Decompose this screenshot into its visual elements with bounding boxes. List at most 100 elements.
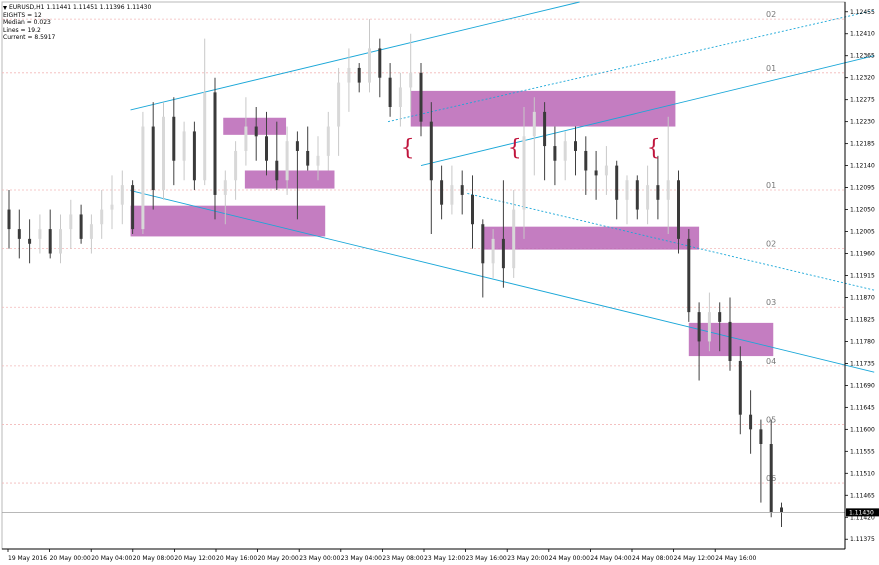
candle-body: [481, 224, 485, 264]
dropdown-triangle-icon[interactable]: [3, 5, 7, 10]
candle-body: [563, 141, 567, 161]
candle-body: [203, 92, 207, 181]
brace-marker: {: [508, 136, 522, 161]
candle-body: [213, 92, 217, 195]
candle-body: [666, 180, 670, 200]
candle-body: [182, 131, 186, 161]
candle-body: [306, 150, 310, 166]
x-tick-label: 20 May 04:00: [91, 555, 132, 562]
level-label: 01: [766, 64, 776, 73]
candle-body: [594, 170, 598, 176]
y-tick-label: 1.11600: [850, 426, 875, 433]
x-tick-label: 24 May 08:00: [632, 555, 673, 562]
trend-line[interactable]: [420, 55, 875, 167]
zone-box[interactable]: [482, 226, 700, 250]
candle-body: [141, 126, 145, 230]
candle-body: [646, 185, 650, 210]
candle-body: [491, 238, 495, 264]
x-tick-label: 23 May 12:00: [424, 555, 465, 562]
candle-body: [749, 414, 753, 430]
y-tick-label: 1.12140: [850, 163, 875, 170]
y-tick-label: 1.11375: [850, 536, 875, 543]
candle-body: [378, 48, 382, 78]
candle-body: [543, 111, 547, 147]
y-tick-label: 1.12365: [850, 53, 875, 60]
zone-box[interactable]: [410, 90, 676, 127]
level-label: 04: [766, 357, 776, 366]
level-label: 02: [766, 240, 776, 249]
candle-body: [120, 185, 124, 205]
candle-body: [151, 126, 155, 191]
candle-body: [69, 214, 73, 230]
y-tick-label: 1.12410: [850, 31, 875, 38]
candle-body: [687, 238, 691, 313]
candle-body: [409, 72, 413, 88]
x-tick-label: 23 May 16:00: [466, 555, 507, 562]
candle-body: [316, 155, 320, 166]
x-tick-label: 23 May 04:00: [341, 555, 382, 562]
zone-box[interactable]: [223, 117, 287, 135]
eights-line: EIGHTS = 12: [3, 11, 42, 19]
x-tick-label: 20 May 08:00: [133, 555, 174, 562]
zone-box[interactable]: [130, 205, 326, 237]
y-tick-label: 1.12230: [850, 119, 875, 126]
candle-body: [728, 321, 732, 361]
y-tick-label: 1.11915: [850, 273, 875, 280]
candle-body: [48, 229, 52, 254]
candle-body: [388, 77, 392, 108]
candle-body: [419, 72, 423, 122]
y-tick-label: 1.12185: [850, 141, 875, 148]
candle-body: [501, 238, 505, 269]
trend-line[interactable]: [130, 190, 875, 373]
candle-body: [574, 141, 577, 151]
candle-body: [398, 87, 402, 108]
candle-body: [79, 214, 83, 239]
zone-box[interactable]: [244, 170, 335, 189]
x-tick-label: 24 May 12:00: [674, 555, 715, 562]
current-line: Current = 8.5917: [3, 34, 56, 42]
x-tick-label: 20 May 00:00: [50, 555, 91, 562]
trend-line[interactable]: [467, 193, 875, 291]
y-tick-label: 1.12005: [850, 229, 875, 236]
candle-body: [223, 180, 227, 195]
candle-body: [244, 126, 248, 151]
candle-body: [192, 131, 196, 181]
candle-body: [347, 67, 351, 83]
level-label: 03: [766, 298, 776, 307]
candle-body: [460, 185, 464, 195]
candle-body: [89, 224, 93, 239]
y-tick-label: 1.12320: [850, 75, 875, 82]
y-tick-label: 1.12095: [850, 185, 875, 192]
x-tick-label: 23 May 20:00: [507, 555, 548, 562]
candle-body: [604, 165, 608, 176]
candle-body: [59, 229, 62, 254]
trend-line[interactable]: [387, 9, 875, 123]
level-label: 01: [766, 181, 776, 190]
y-tick-label: 1.11870: [850, 294, 875, 301]
symbol-title-row[interactable]: EURUSD,H1 1.11441 1.11451 1.11396 1.1143…: [3, 4, 151, 12]
candle-body: [28, 238, 32, 244]
candle-body: [553, 146, 557, 161]
y-tick-label: 1.11645: [850, 404, 875, 411]
brace-marker: {: [401, 136, 415, 161]
candle-body: [780, 507, 783, 513]
candle-body: [162, 116, 165, 191]
x-tick-label: 23 May 00:00: [299, 555, 340, 562]
current-price-label: 1.11430: [849, 509, 874, 516]
x-tick-label: 20 May 16:00: [216, 555, 257, 562]
candle-body: [7, 209, 11, 230]
trend-line[interactable]: [130, 1, 580, 111]
symbol-ohlc-title: EURUSD,H1 1.11441 1.11451 1.11396 1.1143…: [9, 4, 152, 11]
indicator-info-panel: EURUSD,H1 1.11441 1.11451 1.11396 1.1143…: [3, 4, 151, 42]
candle-body: [656, 185, 660, 200]
y-tick-label: 1.12050: [850, 207, 875, 214]
y-tick-label: 1.12455: [850, 9, 875, 16]
x-tick-label: 19 May 2016: [8, 555, 47, 562]
candle-body: [697, 312, 701, 342]
candle-body: [38, 229, 42, 239]
y-tick-label: 1.11960: [850, 251, 875, 258]
brace-marker: {: [647, 136, 661, 161]
candle-body: [532, 111, 536, 137]
x-tick-label: 24 May 16:00: [715, 555, 756, 562]
